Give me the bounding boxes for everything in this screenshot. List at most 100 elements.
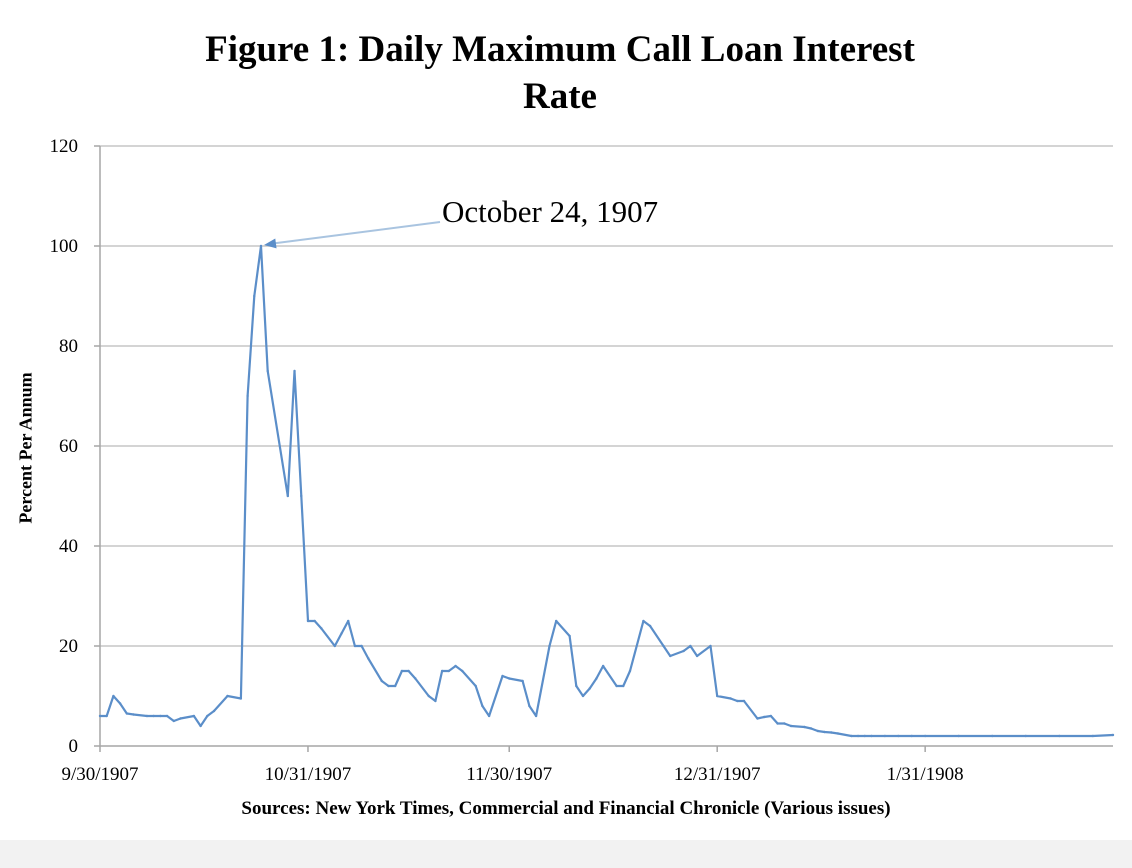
data-point (910, 734, 913, 738)
data-point (528, 704, 531, 708)
data-point (622, 684, 625, 688)
data-point (628, 669, 632, 673)
data-point (165, 714, 169, 718)
data-point (487, 714, 491, 718)
data-point (172, 719, 175, 723)
data-point (830, 731, 833, 734)
data-point (534, 714, 538, 718)
data-point (212, 709, 216, 713)
data-point (333, 644, 337, 648)
data-point (736, 699, 739, 703)
data-point (353, 644, 357, 648)
data-point (642, 619, 645, 623)
data-point (145, 714, 149, 718)
data-point (709, 644, 712, 648)
data-point (414, 677, 417, 680)
data-point (615, 684, 618, 688)
annotation-arrow (264, 221, 441, 249)
data-point (239, 697, 243, 700)
data-point (756, 717, 759, 720)
data-point (474, 684, 477, 688)
x-tick-label: 9/30/1907 (61, 764, 138, 785)
data-point (132, 713, 135, 716)
data-point (1058, 734, 1061, 738)
data-point (313, 619, 316, 623)
data-point (125, 712, 129, 715)
data-point (199, 724, 202, 728)
data-point (206, 714, 209, 718)
x-tick-labels: 9/30/1907 10/31/1907 11/30/1907 12/31/1907 1… (61, 764, 963, 785)
data-point (863, 734, 866, 738)
chart-title-line-1: Figure 1: Daily Maximum Call Loan Intere… (205, 29, 915, 70)
data-point (1111, 733, 1115, 737)
data-point (662, 644, 665, 648)
data-point (112, 694, 115, 698)
data-point (393, 684, 397, 688)
data-point (1024, 734, 1027, 738)
series-line (100, 244, 1114, 738)
y-tick-label: 100 (50, 236, 79, 257)
data-point (246, 394, 249, 398)
y-axis-label: Percent Per Annum (15, 372, 36, 524)
data-point (400, 669, 404, 673)
data-point (300, 494, 303, 498)
y-tick-label: 20 (59, 636, 78, 657)
x-tick-label: 10/31/1907 (265, 764, 352, 785)
data-point (568, 634, 571, 638)
data-point (286, 494, 290, 498)
x-tick-label: 1/31/1908 (887, 764, 964, 785)
data-point (259, 244, 263, 248)
data-point (118, 702, 122, 705)
data-point (367, 657, 370, 660)
data-point (581, 694, 585, 698)
annotation-arrowhead (264, 238, 277, 249)
data-point (434, 699, 437, 703)
data-point (601, 664, 605, 668)
data-point (407, 669, 410, 673)
data-point (870, 734, 873, 738)
data-point (508, 677, 511, 680)
data-point (347, 619, 350, 623)
data-point (447, 669, 451, 673)
chart-title: Figure 1: Daily Maximum Call Loan Intere… (60, 26, 1060, 120)
data-point (742, 699, 746, 703)
data-point (729, 697, 732, 700)
data-point (521, 679, 524, 683)
data-point (575, 684, 578, 688)
source-note: Sources: New York Times, Commercial and … (241, 798, 891, 819)
y-tick-labels: 0 20 40 60 80 100 120 (50, 136, 79, 757)
data-point (695, 654, 699, 658)
chart-title-line-2: Rate (523, 76, 597, 117)
data-point (803, 725, 806, 729)
y-tick-label: 80 (59, 336, 78, 357)
data-point (883, 734, 887, 738)
data-point (159, 714, 162, 718)
annotation-label: October 24, 1907 (442, 194, 659, 229)
data-point (1091, 734, 1095, 738)
series-layer (98, 244, 1115, 738)
chart-plot: 0 20 40 60 80 100 120 9/30/1907 10/31/1907 11/30… (50, 136, 1115, 785)
data-point (380, 679, 383, 683)
data-point (192, 714, 196, 718)
data-point (823, 730, 826, 734)
data-point (340, 632, 343, 635)
data-point (387, 684, 390, 688)
x-tick-label: 12/31/1907 (674, 764, 761, 785)
data-point (427, 694, 430, 698)
data-point (762, 715, 766, 719)
data-point (682, 649, 685, 653)
data-point (152, 714, 155, 718)
data-point (306, 619, 310, 623)
chart-figure: Figure 1: Daily Maximum Call Loan Intere… (0, 0, 1132, 840)
data-point (293, 369, 296, 373)
data-point (360, 644, 363, 648)
data-point (98, 714, 102, 718)
data-point (991, 734, 994, 738)
data-point (669, 654, 672, 658)
y-tick-label: 40 (59, 536, 78, 557)
data-point (715, 694, 719, 698)
data-point (179, 717, 182, 720)
data-point (856, 734, 860, 738)
data-point (816, 729, 820, 733)
x-tick-label: 11/30/1907 (466, 764, 552, 785)
